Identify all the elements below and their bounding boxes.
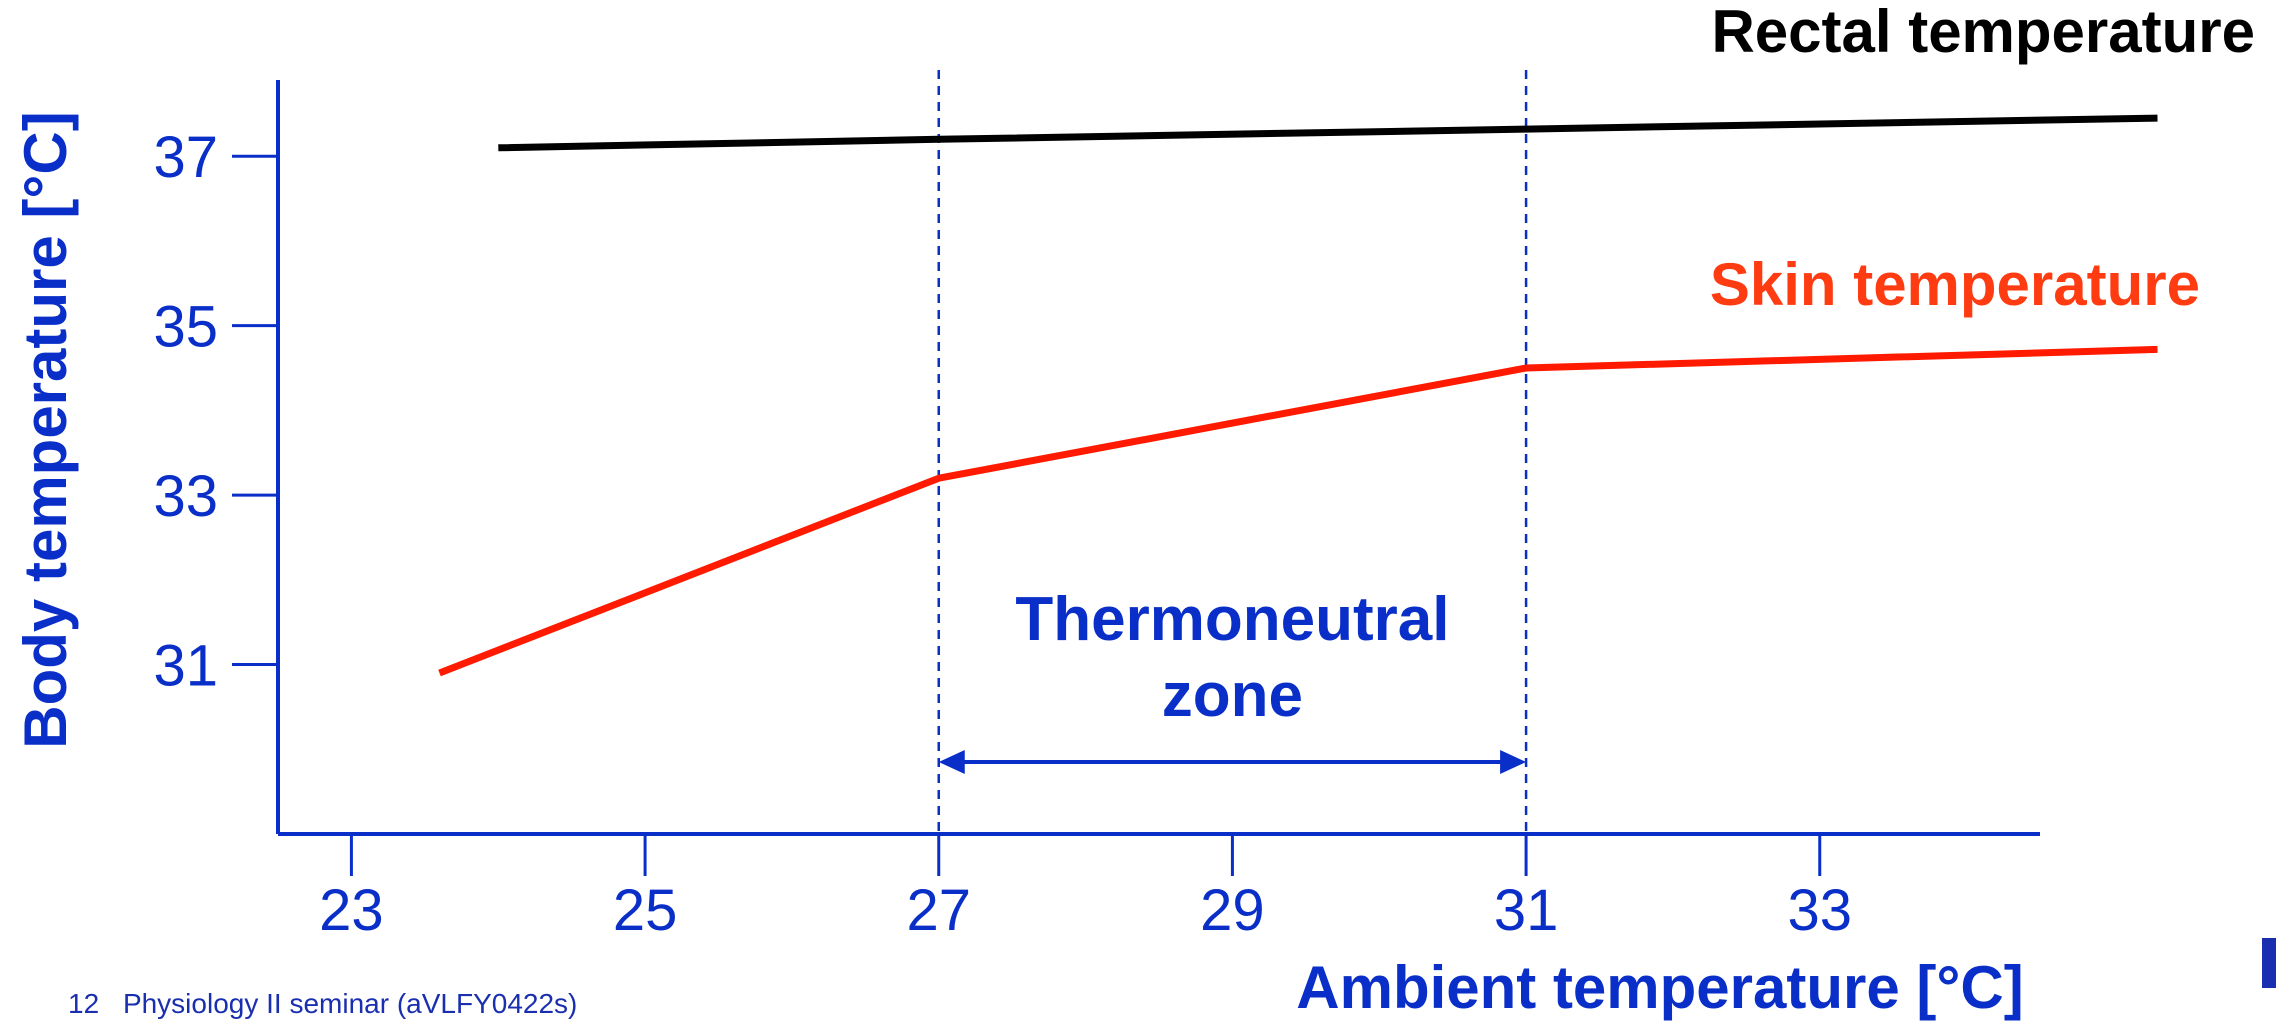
footer-text: Physiology II seminar (aVLFY0422s): [122, 988, 578, 1019]
y-tick-label: 37: [153, 125, 218, 190]
labels: Ambient temperature [°C] Body temperature…: [12, 0, 2255, 1021]
rectal-temperature-label: Rectal temperature: [1711, 0, 2255, 65]
y-tick-label: 33: [153, 464, 218, 529]
x-tick-label: 25: [613, 878, 678, 943]
series-layer: [438, 114, 2158, 677]
rectal-temperature-line: [498, 114, 2158, 152]
zone-arrow-right-head: [1500, 750, 1527, 774]
page-number: 12: [68, 988, 100, 1019]
corner-logo: [2262, 938, 2276, 988]
footer: 12 Physiology II seminar (aVLFY0422s): [68, 988, 593, 1020]
y-tick-label: 35: [153, 295, 218, 360]
skin-temperature-line: [438, 345, 2158, 677]
x-tick-label: 33: [1787, 878, 1852, 943]
x-tick-label: 29: [1200, 878, 1265, 943]
y-axis-title: Body temperature [°C]: [12, 111, 79, 748]
zone-label-line2: zone: [1162, 661, 1303, 730]
x-tick-label: 31: [1494, 878, 1559, 943]
skin-temperature-label: Skin temperature: [1710, 251, 2200, 318]
x-axis-title: Ambient temperature [°C]: [1296, 954, 2023, 1021]
y-tick-label: 31: [153, 634, 218, 699]
axes: 23 25 27 29 31 33 31 33 35 37: [153, 80, 2040, 943]
x-tick-label: 23: [319, 878, 384, 943]
x-tick-label: 27: [906, 878, 971, 943]
zone-arrow-left-head: [938, 750, 965, 774]
zone-label-line1: Thermoneutral: [1015, 585, 1449, 654]
